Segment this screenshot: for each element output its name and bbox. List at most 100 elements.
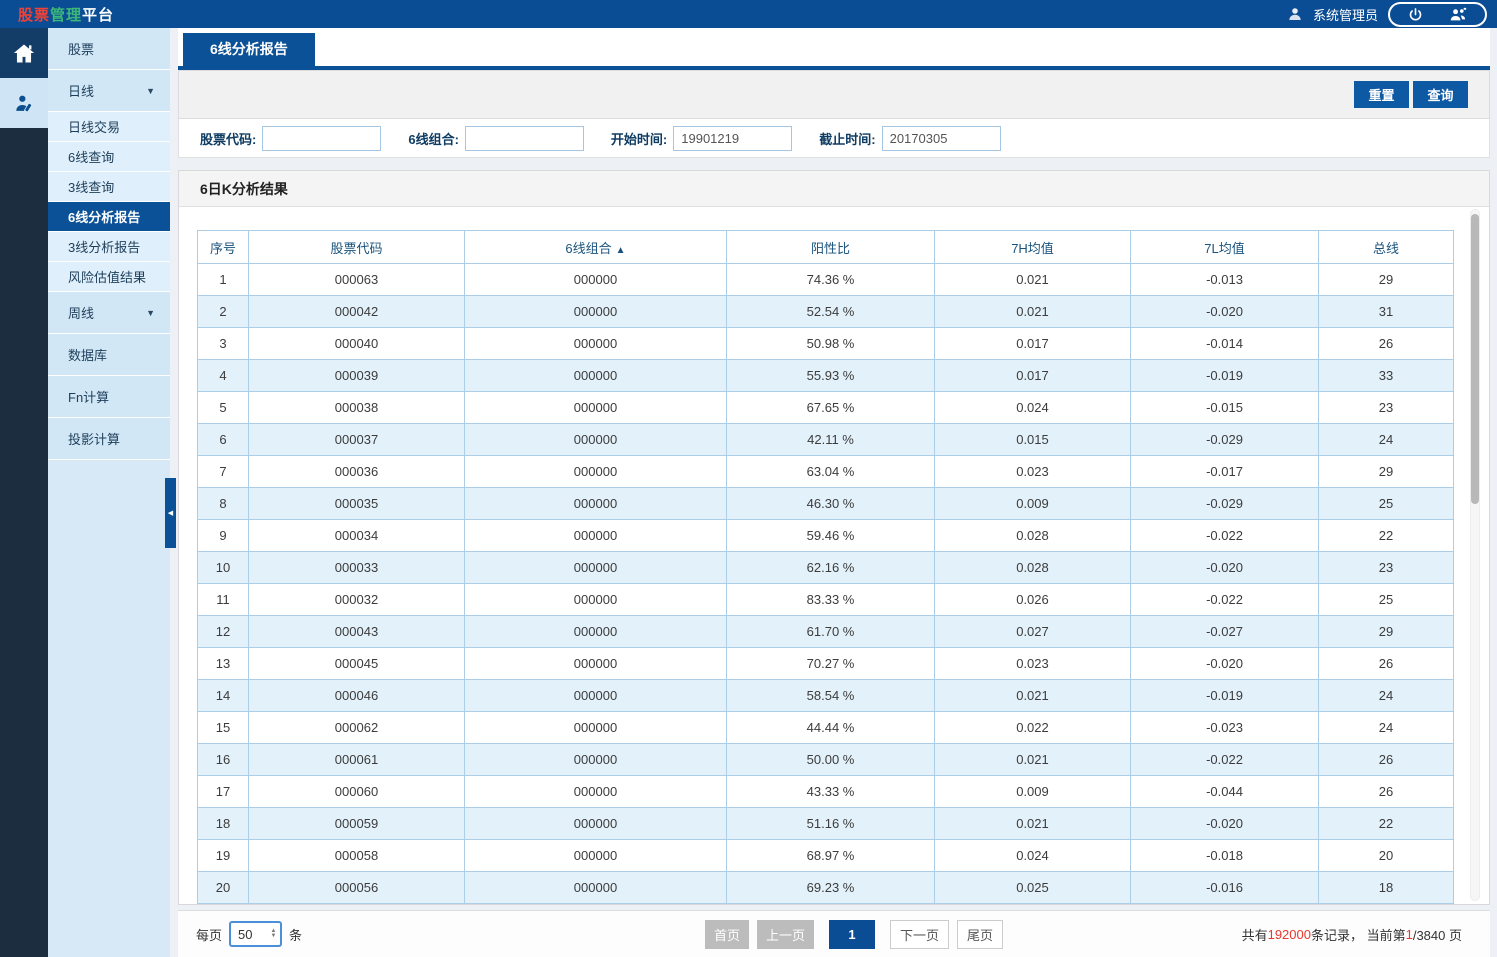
sidebar-item-daily-trade[interactable]: 日线交易 bbox=[48, 112, 170, 142]
column-header-6[interactable]: 总线 bbox=[1318, 230, 1454, 264]
sidebar-item-line3-report[interactable]: 3线分析报告 bbox=[48, 232, 170, 262]
sidebar-item-risk-valuation[interactable]: 风险估值结果 bbox=[48, 262, 170, 292]
table-cell: 29 bbox=[1318, 455, 1454, 488]
spinner-icon[interactable]: ▲ ▼ bbox=[270, 928, 277, 939]
table-cell: 000038 bbox=[248, 391, 465, 424]
start-time-label: 开始时间: bbox=[610, 131, 668, 147]
table-cell: -0.023 bbox=[1130, 711, 1319, 744]
next-page-button[interactable]: 下一页 bbox=[890, 919, 950, 949]
table-cell: 000060 bbox=[248, 775, 465, 808]
sidebar-item-line3-query[interactable]: 3线查询 bbox=[48, 172, 170, 202]
table-row: 9 000034 000000 59.46 % 0.028 -0.022 22 bbox=[197, 519, 1454, 552]
table-cell: 000063 bbox=[248, 263, 465, 296]
table-cell: 61.70 % bbox=[726, 615, 935, 648]
users-management-icon[interactable] bbox=[1449, 7, 1467, 22]
table-cell: 000034 bbox=[248, 519, 465, 552]
table-cell: -0.020 bbox=[1130, 647, 1319, 680]
vertical-scrollbar[interactable] bbox=[1470, 209, 1480, 901]
sidebar-item-label: 6线查询 bbox=[68, 150, 115, 165]
user-module-button[interactable] bbox=[0, 78, 48, 128]
home-icon bbox=[13, 43, 35, 63]
table-row: 20 000056 000000 69.23 % 0.025 -0.016 18 bbox=[197, 871, 1454, 904]
table-row: 7 000036 000000 63.04 % 0.023 -0.017 29 bbox=[197, 455, 1454, 488]
table-cell: 26 bbox=[1318, 775, 1454, 808]
table-cell: 0.027 bbox=[934, 615, 1131, 648]
per-page-input[interactable]: 50 ▲ ▼ bbox=[229, 921, 283, 947]
table-cell: 51.16 % bbox=[726, 807, 935, 840]
table-cell: 0.022 bbox=[934, 711, 1131, 744]
sidebar-item-label: 风险估值结果 bbox=[68, 270, 147, 285]
sidebar-item-projection-calc[interactable]: 投影计算 bbox=[48, 418, 170, 460]
sidebar-item-fn-calc[interactable]: Fn计算 bbox=[48, 376, 170, 418]
table-row: 16 000061 000000 50.00 % 0.021 -0.022 26 bbox=[197, 743, 1454, 776]
table-cell: -0.014 bbox=[1130, 327, 1319, 360]
table-cell: 000000 bbox=[464, 615, 727, 648]
sidebar-item-line6-report[interactable]: 6线分析报告 bbox=[48, 202, 170, 232]
column-header-4[interactable]: 7H均值 bbox=[934, 230, 1131, 264]
end-time-input[interactable] bbox=[881, 125, 1001, 151]
stock-code-input[interactable] bbox=[262, 125, 382, 151]
user-avatar-icon bbox=[1287, 6, 1303, 22]
table-cell: -0.020 bbox=[1130, 551, 1319, 584]
sidebar-item-database[interactable]: 数据库 bbox=[48, 334, 170, 376]
column-header-3[interactable]: 阳性比 bbox=[726, 230, 935, 264]
table-cell: -0.029 bbox=[1130, 423, 1319, 456]
sidebar-item-daily-line[interactable]: 日线 ▼ bbox=[48, 70, 170, 112]
table-cell: 23 bbox=[1318, 391, 1454, 424]
table-cell: 24 bbox=[1318, 711, 1454, 744]
sidebar-item-stock[interactable]: 股票 bbox=[48, 28, 170, 70]
column-header-1[interactable]: 股票代码 bbox=[248, 230, 465, 264]
brand-part-platform: 平台 bbox=[82, 6, 115, 24]
table-cell: 000000 bbox=[464, 551, 727, 584]
pagination-bar: 每页 50 ▲ ▼ 条 首页 上一页 1 下一页 尾页 共有 192000 条记录， 当前… bbox=[178, 910, 1490, 957]
search-button[interactable]: 查询 bbox=[1413, 81, 1468, 108]
sort-asc-icon: ▲ bbox=[615, 244, 626, 256]
table-cell: 000000 bbox=[464, 775, 727, 808]
sidebar-item-label: 投影计算 bbox=[68, 432, 121, 447]
table-cell: 0.028 bbox=[934, 551, 1131, 584]
reset-button[interactable]: 重置 bbox=[1354, 81, 1409, 108]
table-row: 1 000063 000000 74.36 % 0.021 -0.013 29 bbox=[197, 263, 1454, 296]
table-cell: 000033 bbox=[248, 551, 465, 584]
table-cell: 000000 bbox=[464, 743, 727, 776]
table-cell: 24 bbox=[1318, 679, 1454, 712]
column-header-5[interactable]: 7L均值 bbox=[1130, 230, 1319, 264]
table-row: 4 000039 000000 55.93 % 0.017 -0.019 33 bbox=[197, 359, 1454, 392]
table-row: 15 000062 000000 44.44 % 0.022 -0.023 24 bbox=[197, 711, 1454, 744]
column-header-2[interactable]: 6线组合 ▲ bbox=[464, 230, 727, 264]
table-cell: -0.022 bbox=[1130, 743, 1319, 776]
table-cell: 7 bbox=[197, 455, 249, 488]
table-cell: 6 bbox=[197, 423, 249, 456]
page-1-button[interactable]: 1 bbox=[829, 919, 876, 949]
table-cell: 23 bbox=[1318, 551, 1454, 584]
table-cell: 44.44 % bbox=[726, 711, 935, 744]
table-cell: 000000 bbox=[464, 711, 727, 744]
table-row: 12 000043 000000 61.70 % 0.027 -0.027 29 bbox=[197, 615, 1454, 648]
home-button[interactable] bbox=[0, 28, 48, 78]
table-cell: 0.021 bbox=[934, 807, 1131, 840]
collapse-arrow-icon: ◀ bbox=[167, 510, 174, 517]
table-cell: 11 bbox=[197, 583, 249, 616]
first-page-button[interactable]: 首页 bbox=[705, 919, 750, 949]
prev-page-button[interactable]: 上一页 bbox=[757, 919, 815, 949]
sidebar-collapse-handle[interactable]: ◀ bbox=[165, 478, 176, 548]
per-page-control: 每页 50 ▲ ▼ 条 bbox=[196, 911, 302, 957]
sidebar-item-line6-query[interactable]: 6线查询 bbox=[48, 142, 170, 172]
top-header: 股票管理平台 系统管理员 bbox=[0, 0, 1497, 28]
table-cell: 0.017 bbox=[934, 327, 1131, 360]
power-logout-icon[interactable] bbox=[1408, 7, 1423, 22]
table-cell: 0.017 bbox=[934, 359, 1131, 392]
icon-rail bbox=[0, 28, 48, 957]
per-page-prefix-label: 每页 bbox=[196, 927, 223, 943]
table-cell: 8 bbox=[197, 487, 249, 520]
start-time-input[interactable] bbox=[673, 125, 793, 151]
column-header-0[interactable]: 序号 bbox=[197, 230, 249, 264]
table-cell: 000000 bbox=[464, 679, 727, 712]
last-page-button[interactable]: 尾页 bbox=[957, 919, 1004, 949]
line6-combo-input[interactable] bbox=[464, 125, 584, 151]
sidebar-item-label: 6线分析报告 bbox=[68, 210, 141, 225]
header-right: 系统管理员 bbox=[1287, 1, 1487, 27]
scrollbar-thumb[interactable] bbox=[1471, 214, 1479, 504]
tab-6-line-report[interactable]: 6线分析报告 bbox=[183, 33, 315, 66]
sidebar-item-weekly-line[interactable]: 周线 ▼ bbox=[48, 292, 170, 334]
